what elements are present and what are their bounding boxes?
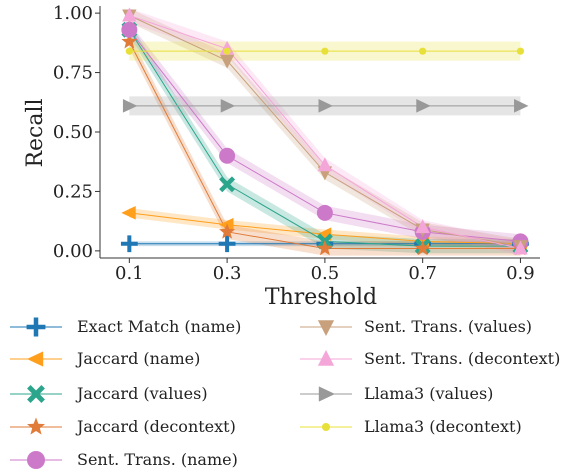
point-llama3-decontext: [516, 47, 525, 55]
point-jaccard-decontext: [414, 240, 431, 256]
point-jaccard-decontext: [219, 223, 236, 239]
point-sent-trans-decontext: [122, 7, 137, 22]
point-llama3-decontext: [419, 47, 427, 55]
legend-label-sent-trans-values: Sent. Trans. (values): [364, 317, 532, 336]
point-jaccard-decontext: [121, 33, 138, 49]
legend-label-sent-trans-decontext: Sent. Trans. (decontext): [364, 349, 560, 368]
x-tick-label: 0.9: [506, 263, 535, 284]
point-sent-trans-name: [121, 21, 138, 38]
y-tick-label: 0.75: [53, 63, 93, 84]
point-sent-trans-values: [219, 54, 235, 69]
y-tick-label: 1.00: [53, 3, 93, 24]
legend-marker-llama3-values: [318, 386, 335, 402]
y-tick-label: 0.50: [53, 122, 93, 143]
point-sent-trans-name: [219, 147, 236, 164]
point-llama3-values: [122, 99, 138, 113]
point-llama3-values: [416, 99, 431, 113]
point-sent-trans-decontext: [317, 157, 333, 172]
legend-label-jaccard-values: Jaccard (values): [75, 384, 208, 403]
legend-marker-jaccard-name: [27, 351, 44, 367]
point-exact-match-name: [120, 235, 138, 253]
point-llama3-decontext: [223, 47, 231, 55]
point-llama3-decontext: [125, 47, 133, 55]
legend-label-sent-trans-name: Sent. Trans. (name): [77, 450, 238, 469]
legend-label-llama3-values: Llama3 (values): [364, 384, 493, 403]
legend-marker-sent-trans-name: [27, 451, 45, 469]
x-tick-label: 0.3: [213, 263, 242, 284]
y-tick-label: 0.25: [53, 181, 93, 202]
band-sent-trans-name: [129, 22, 521, 249]
point-exact-match-name: [218, 235, 236, 253]
legend-marker-exact-match-name: [26, 317, 46, 337]
legend-label-jaccard-name: Jaccard (name): [75, 349, 200, 368]
point-llama3-values: [220, 99, 236, 113]
x-axis-title: Threshold: [265, 285, 377, 310]
series-markers: [120, 7, 529, 256]
point-jaccard-decontext: [316, 240, 333, 256]
legend-label-jaccard-decontext: Jaccard (decontext): [75, 417, 236, 436]
legend: Exact Match (name) Jaccard (name) Jaccard …: [10, 317, 560, 469]
x-tick-label: 0.1: [115, 263, 144, 284]
point-jaccard-name: [121, 206, 136, 220]
axes: [95, 6, 540, 263]
point-llama3-decontext: [321, 47, 329, 55]
legend-marker-jaccard-values: [27, 385, 45, 403]
tick-labels: 0.1 0.3 0.5 0.7 0.9 0.00 0.25 0.50 0.75 1.00: [53, 3, 535, 284]
point-sent-trans-name: [316, 204, 333, 221]
band-sent-trans-values: [129, 8, 521, 254]
point-sent-trans-decontext: [415, 219, 430, 234]
x-tick-label: 0.5: [311, 263, 340, 284]
legend-label-llama3-decontext: Llama3 (decontext): [364, 417, 522, 436]
point-sent-trans-decontext: [513, 240, 528, 255]
y-axis-title: Recall: [23, 98, 48, 167]
point-llama3-values: [318, 99, 333, 113]
legend-marker-llama3-decontext: [321, 422, 331, 432]
x-tick-label: 0.7: [408, 263, 437, 284]
legend-label-exact-match-name: Exact Match (name): [77, 317, 241, 336]
legend-marker-sent-trans-decontext: [317, 350, 335, 366]
legend-marker-sent-trans-values: [317, 320, 335, 336]
point-jaccard-values: [219, 176, 236, 193]
legend-marker-jaccard-decontext: [27, 417, 45, 435]
y-tick-label: 0.00: [53, 241, 93, 262]
point-jaccard-name: [219, 217, 234, 232]
point-llama3-values: [514, 99, 529, 113]
